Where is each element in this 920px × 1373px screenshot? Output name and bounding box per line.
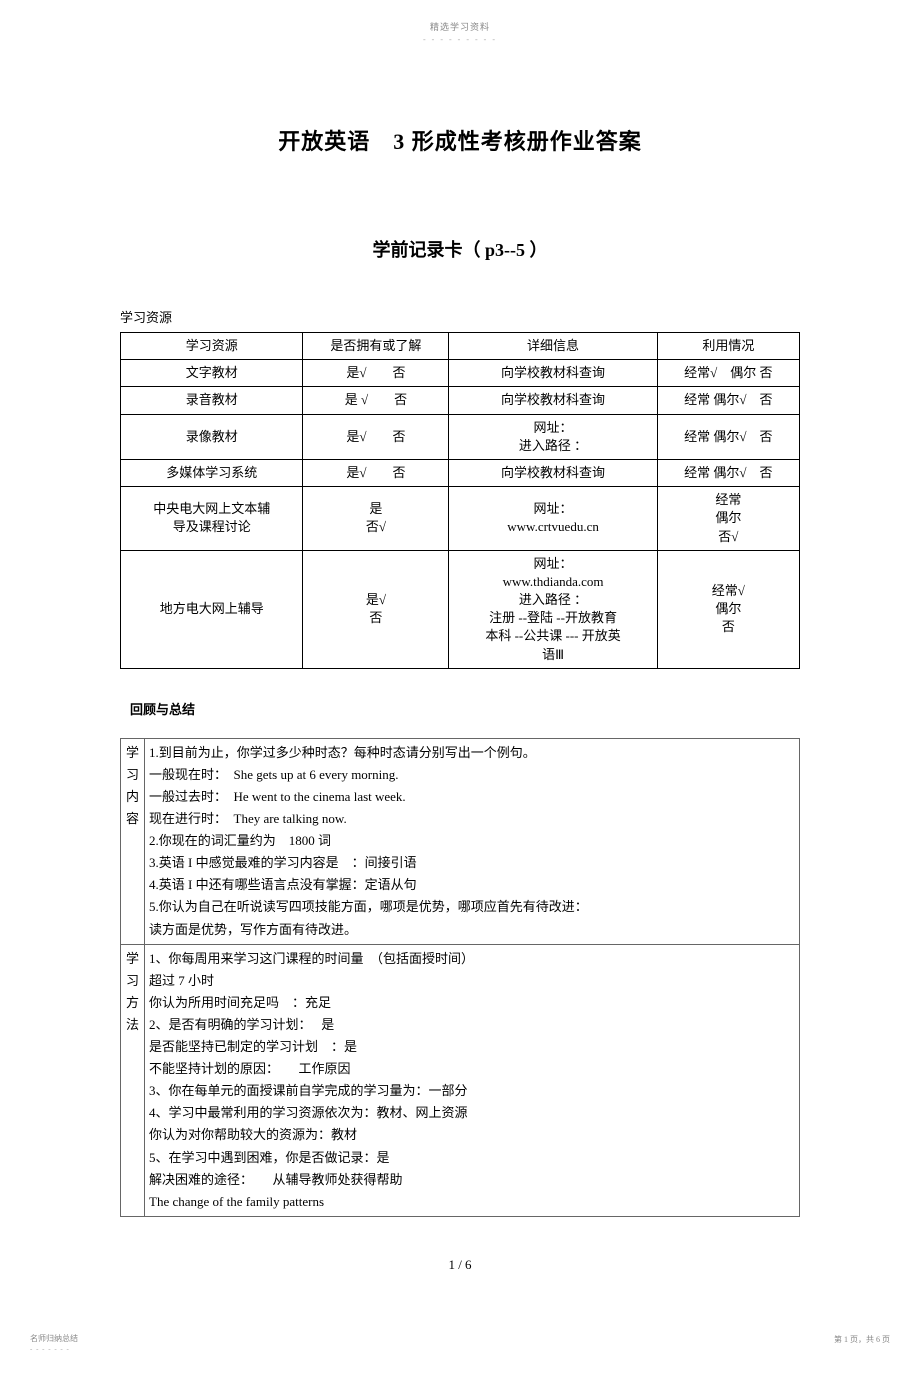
- col-own: 是否拥有或了解: [303, 333, 449, 360]
- footer-right: 第 1 页，共 6 页: [0, 1334, 920, 1345]
- table-row: 多媒体学习系统 是√ 否 向学校教材科查询 经常 偶尔√ 否: [121, 459, 800, 486]
- resources-section-label: 学习资源: [120, 307, 800, 326]
- cell-detail: 网址： www.thdianda.com 进入路径 ： 注册 --登陆 --开放…: [449, 550, 657, 668]
- footer-dots: - - - - - - -: [0, 1345, 920, 1353]
- header-label: 精选学习资料: [0, 20, 920, 33]
- cell-detail: 网址： www.crtvuedu.cn: [449, 487, 657, 551]
- table-row: 学习内容 1.到目前为止，你学过多少种时态？每种时态请分别写出一个例句。 一般现…: [121, 738, 800, 944]
- cell-usage: 经常√ 偶尔 否: [657, 550, 799, 668]
- cell-usage: 经常 偶尔√ 否: [657, 414, 799, 459]
- table-row: 学习方法 1、你每周用来学习这门课程的时间量 （包括面授时间） 超过 7 小时 …: [121, 944, 800, 1216]
- cell-own: 是√ 否: [303, 550, 449, 668]
- cell-name: 文字教材: [121, 360, 303, 387]
- page-number: 1 / 6: [0, 1257, 920, 1273]
- col-usage: 利用情况: [657, 333, 799, 360]
- cell-usage: 经常√ 偶尔 否: [657, 360, 799, 387]
- resources-table: 学习资源 是否拥有或了解 详细信息 利用情况 文字教材 是√ 否 向学校教材科查…: [120, 332, 800, 669]
- cell-name: 地方电大网上辅导: [121, 550, 303, 668]
- cell-detail: 向学校教材科查询: [449, 360, 657, 387]
- cell-detail: 网址： 进入路径 ：: [449, 414, 657, 459]
- header-dots: - - - - - - - - -: [0, 35, 920, 44]
- page-subtitle: 学前记录卡（ p3--5 ）: [0, 236, 920, 262]
- col-detail: 详细信息: [449, 333, 657, 360]
- review-label-content: 学习内容: [121, 738, 145, 944]
- table-row: 文字教材 是√ 否 向学校教材科查询 经常√ 偶尔 否: [121, 360, 800, 387]
- col-resource: 学习资源: [121, 333, 303, 360]
- table-row: 地方电大网上辅导 是√ 否 网址： www.thdianda.com 进入路径 …: [121, 550, 800, 668]
- review-body-method: 1、你每周用来学习这门课程的时间量 （包括面授时间） 超过 7 小时 你认为所用…: [145, 944, 800, 1216]
- cell-usage: 经常 偶尔 否√: [657, 487, 799, 551]
- cell-own: 是√ 否: [303, 360, 449, 387]
- table-row: 录音教材 是 √ 否 向学校教材科查询 经常 偶尔√ 否: [121, 387, 800, 414]
- cell-usage: 经常 偶尔√ 否: [657, 387, 799, 414]
- cell-own: 是 否√: [303, 487, 449, 551]
- cell-name: 多媒体学习系统: [121, 459, 303, 486]
- cell-usage: 经常 偶尔√ 否: [657, 459, 799, 486]
- table-header-row: 学习资源 是否拥有或了解 详细信息 利用情况: [121, 333, 800, 360]
- cell-name: 录音教材: [121, 387, 303, 414]
- review-section-label: 回顾与总结: [130, 699, 800, 718]
- page-title: 开放英语 3 形成性考核册作业答案: [0, 124, 920, 156]
- review-label-method: 学习方法: [121, 944, 145, 1216]
- cell-name: 录像教材: [121, 414, 303, 459]
- table-row: 录像教材 是√ 否 网址： 进入路径 ： 经常 偶尔√ 否: [121, 414, 800, 459]
- cell-detail: 向学校教材科查询: [449, 387, 657, 414]
- cell-own: 是√ 否: [303, 414, 449, 459]
- review-table: 学习内容 1.到目前为止，你学过多少种时态？每种时态请分别写出一个例句。 一般现…: [120, 738, 800, 1217]
- cell-name: 中央电大网上文本辅 导及课程讨论: [121, 487, 303, 551]
- cell-own: 是√ 否: [303, 459, 449, 486]
- review-body-content: 1.到目前为止，你学过多少种时态？每种时态请分别写出一个例句。 一般现在时： S…: [145, 738, 800, 944]
- cell-detail: 向学校教材科查询: [449, 459, 657, 486]
- table-row: 中央电大网上文本辅 导及课程讨论 是 否√ 网址： www.crtvuedu.c…: [121, 487, 800, 551]
- cell-own: 是 √ 否: [303, 387, 449, 414]
